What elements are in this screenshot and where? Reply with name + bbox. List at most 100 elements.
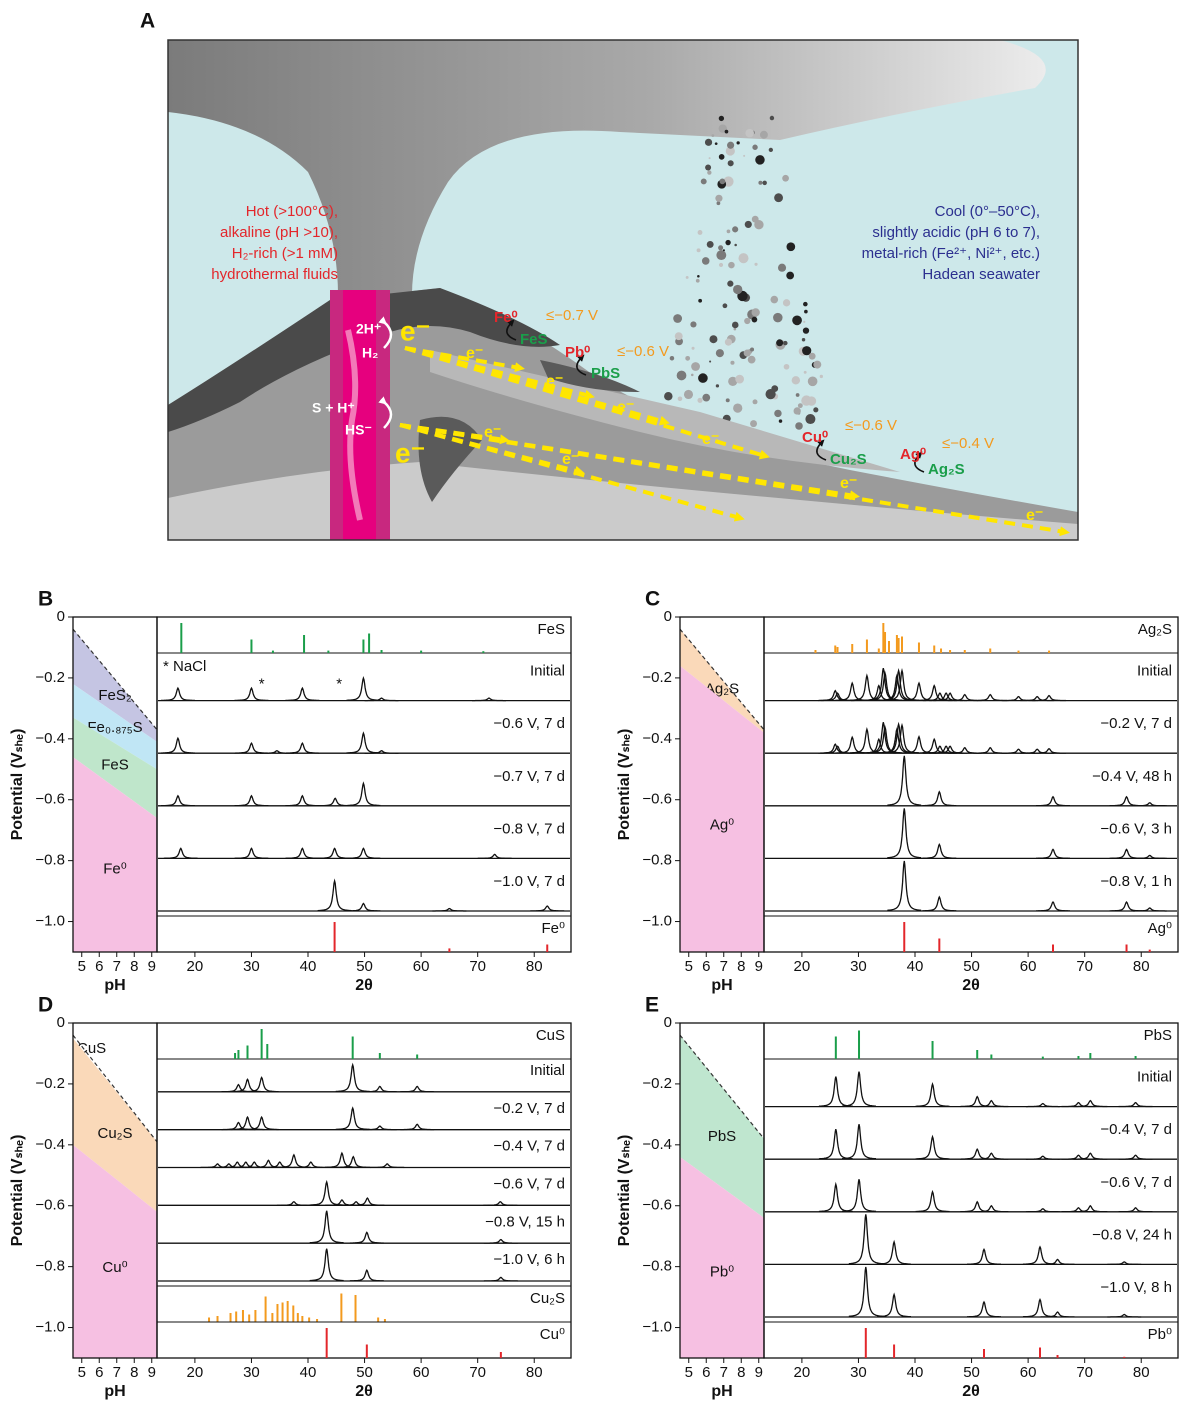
reference-label: Fe⁰ (541, 920, 565, 937)
y-tick-label: −1.0 (35, 1319, 65, 1336)
diffraction-peak (346, 902, 381, 912)
particle (752, 399, 758, 405)
trace-label: Initial (530, 1062, 565, 1079)
particle (701, 257, 710, 265)
diffraction-peak (483, 1200, 518, 1206)
diffraction-peak (335, 1106, 370, 1131)
panel-letter: C (645, 588, 660, 611)
y-tick-label: −0.6 (642, 1197, 672, 1214)
x-tick-label: 6 (702, 1364, 710, 1381)
y-tick-label: −0.6 (642, 791, 672, 808)
trace-label: −1.0 V, 8 h (1100, 1279, 1172, 1296)
y-tick-label: −0.2 (35, 1075, 65, 1092)
y-axis-title: Potential (Vₛₕₑ) (616, 1135, 633, 1247)
y-tick-label: −0.4 (35, 1136, 65, 1153)
particle (778, 419, 783, 423)
x-tick-label: 6 (95, 958, 103, 975)
electron-label: e⁻ (546, 373, 563, 390)
electron-label: e⁻ (484, 424, 501, 441)
trace-label: −0.8 V, 24 h (1092, 1226, 1172, 1243)
diffraction-peak (1032, 694, 1066, 702)
y-tick-label: −0.4 (642, 730, 672, 747)
reference-label: CuS (536, 1027, 565, 1044)
phase-region (73, 684, 157, 770)
particle (819, 374, 823, 379)
arrow (404, 346, 770, 460)
diffraction-peak (234, 847, 269, 859)
potential: ≤−0.4 V (942, 435, 994, 452)
particle (801, 395, 812, 406)
particle (705, 164, 712, 171)
diffraction-peak (234, 686, 269, 702)
x-tick-label: 40 (300, 958, 317, 975)
diffraction-peak (1061, 1207, 1096, 1213)
particle (770, 295, 779, 304)
particle (750, 347, 755, 352)
diffraction-peak (867, 724, 903, 754)
particle (718, 154, 725, 160)
particle (802, 346, 812, 356)
x-axis-title: 2θ (962, 977, 980, 994)
particle (782, 299, 791, 307)
electron-label: e⁻ (466, 345, 483, 362)
x-axis-title: pH (711, 1383, 732, 1400)
diffraction-peak (1036, 848, 1070, 859)
panel: B FeS₂ Fe₀.₈₇₅S FeS Fe⁰ 0 −0.2 −0.4 −0.6 −0.8 −1.0… (9, 588, 572, 994)
trace-label: −0.6 V, 7 d (493, 1175, 565, 1192)
region-label: Fe⁰ (103, 861, 127, 878)
sea-text: slightly acidic (pH 6 to 7), (872, 224, 1040, 241)
reaction-text: H₂ (362, 345, 378, 361)
sulfide: Cu₂S (830, 451, 867, 468)
x-tick-label: 30 (243, 958, 260, 975)
diffraction-peak (887, 808, 922, 859)
particle (704, 138, 713, 146)
region-label: FeS₂ (98, 687, 132, 704)
diffraction-peak (262, 1161, 297, 1169)
diffraction-peak (1107, 1261, 1142, 1266)
reference-label: Cu⁰ (540, 1326, 565, 1343)
diffraction-peak (339, 1200, 373, 1206)
stability-limit (679, 1034, 765, 1140)
diffraction-peak (318, 797, 353, 807)
particle (700, 178, 707, 185)
trace-label: Initial (1137, 663, 1172, 680)
particle (724, 129, 729, 134)
diffraction-peak (1040, 1311, 1075, 1318)
particle (813, 407, 819, 413)
particle (754, 220, 764, 230)
particle (719, 178, 726, 185)
vent-text: H₂-rich (>1 mM) (232, 245, 338, 262)
diffraction-peak (350, 1197, 385, 1206)
diffraction-peak (973, 746, 1008, 754)
trace-label: −0.4 V, 7 d (1100, 1121, 1172, 1138)
diffraction-peak (251, 1159, 286, 1169)
particle (754, 262, 758, 266)
particle (727, 141, 735, 149)
x-tick-label: 70 (1076, 1364, 1093, 1381)
diffraction-peak (885, 722, 919, 754)
diffraction-peak (293, 1161, 328, 1169)
vent-description: Hot (>100°C), alkaline (pH >10), H₂-rich… (211, 203, 338, 283)
particle (716, 201, 721, 206)
particle (743, 154, 746, 157)
region-label: Cu⁰ (102, 1259, 127, 1276)
swirl (345, 329, 363, 521)
diffraction-peak (472, 697, 506, 702)
region-label: Fe₀.₈₇₅S (87, 719, 142, 736)
diffraction-peak (974, 1152, 1009, 1160)
diffraction-peak (336, 1155, 371, 1169)
diffraction-peak (1118, 1101, 1153, 1108)
particle (697, 274, 700, 278)
trace-label: −0.8 V, 15 h (485, 1213, 565, 1230)
x-tick-label: 30 (243, 1364, 260, 1381)
particle (725, 398, 730, 403)
x-tick-label: 7 (720, 1364, 728, 1381)
diffraction-peak (234, 742, 269, 754)
particle (805, 414, 816, 425)
diffraction-peak (967, 1300, 1001, 1318)
diffraction-peak (483, 1238, 518, 1244)
reaction-text: HS⁻ (345, 422, 372, 438)
particle (801, 337, 806, 342)
particle (807, 376, 818, 387)
reference-label: Pb⁰ (1148, 1326, 1172, 1343)
